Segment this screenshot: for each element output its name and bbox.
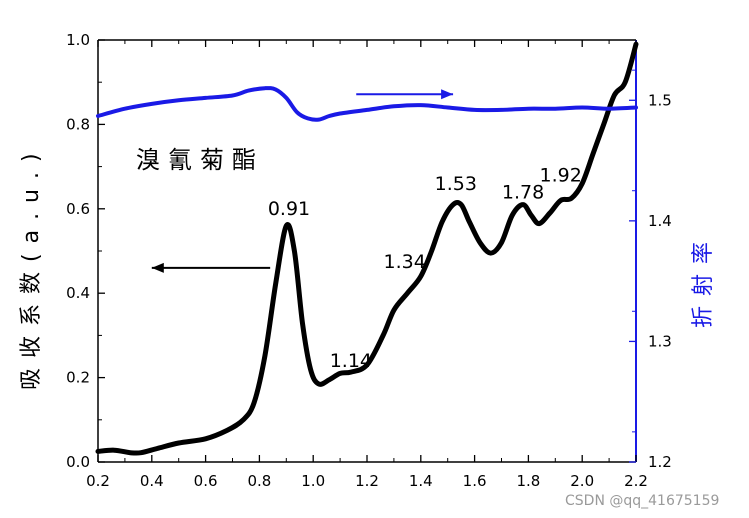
y-right-tick-label: 1.2 <box>648 453 672 471</box>
y-left-tick-label: 0.6 <box>66 200 90 218</box>
y-axis-right-label: 折射率 <box>691 232 716 328</box>
y-left-tick-label: 1.0 <box>66 31 90 49</box>
peak-label: 1.53 <box>435 173 477 195</box>
peak-label: 1.78 <box>502 181 544 203</box>
peak-label: 0.91 <box>268 198 310 220</box>
x-tick-label: 1.8 <box>516 472 540 490</box>
axes-group <box>97 39 637 463</box>
x-tick-label: 1.2 <box>355 472 379 490</box>
watermark: CSDN @qq_41675159 <box>565 493 719 509</box>
series-refractive-index-line <box>96 86 638 122</box>
y-right-tick-label: 1.4 <box>648 212 672 230</box>
peak-label: 1.92 <box>540 164 582 186</box>
y-right-tick-label: 1.5 <box>648 91 672 109</box>
y-left-tick-label: 0.0 <box>66 453 90 471</box>
x-tick-label: 0.2 <box>86 472 110 490</box>
series-group <box>95 41 639 456</box>
x-tick-label: 1.4 <box>409 472 433 490</box>
y-axis-left-label: 吸收系数(a.u.) <box>19 143 44 390</box>
arrow-right-axis-head <box>441 89 454 100</box>
arrow-left-axis-head <box>151 262 164 273</box>
series-absorption-line <box>95 41 639 456</box>
x-tick-label: 1.0 <box>301 472 325 490</box>
y-left-tick-label: 0.8 <box>66 115 90 133</box>
x-tick-label: 0.6 <box>194 472 218 490</box>
x-tick-label: 1.6 <box>463 472 487 490</box>
labels-group: 0.2 0.4 0.6 0.8 1.0 1.2 1.4 1.6 1.8 2.0 2.20.00.20… <box>66 31 672 490</box>
peak-label: 1.34 <box>384 251 426 273</box>
y-left-tick-label: 0.2 <box>66 369 90 387</box>
x-tick-label: 0.8 <box>247 472 271 490</box>
x-tick-label: 2.2 <box>624 472 648 490</box>
compound-label: 溴氰菊酯 <box>136 146 264 174</box>
y-left-tick-label: 0.4 <box>66 284 90 302</box>
y-right-tick-label: 1.3 <box>648 332 672 350</box>
x-tick-label: 0.4 <box>140 472 164 490</box>
peak-label: 1.14 <box>330 350 372 372</box>
x-tick-label: 2.0 <box>570 472 594 490</box>
